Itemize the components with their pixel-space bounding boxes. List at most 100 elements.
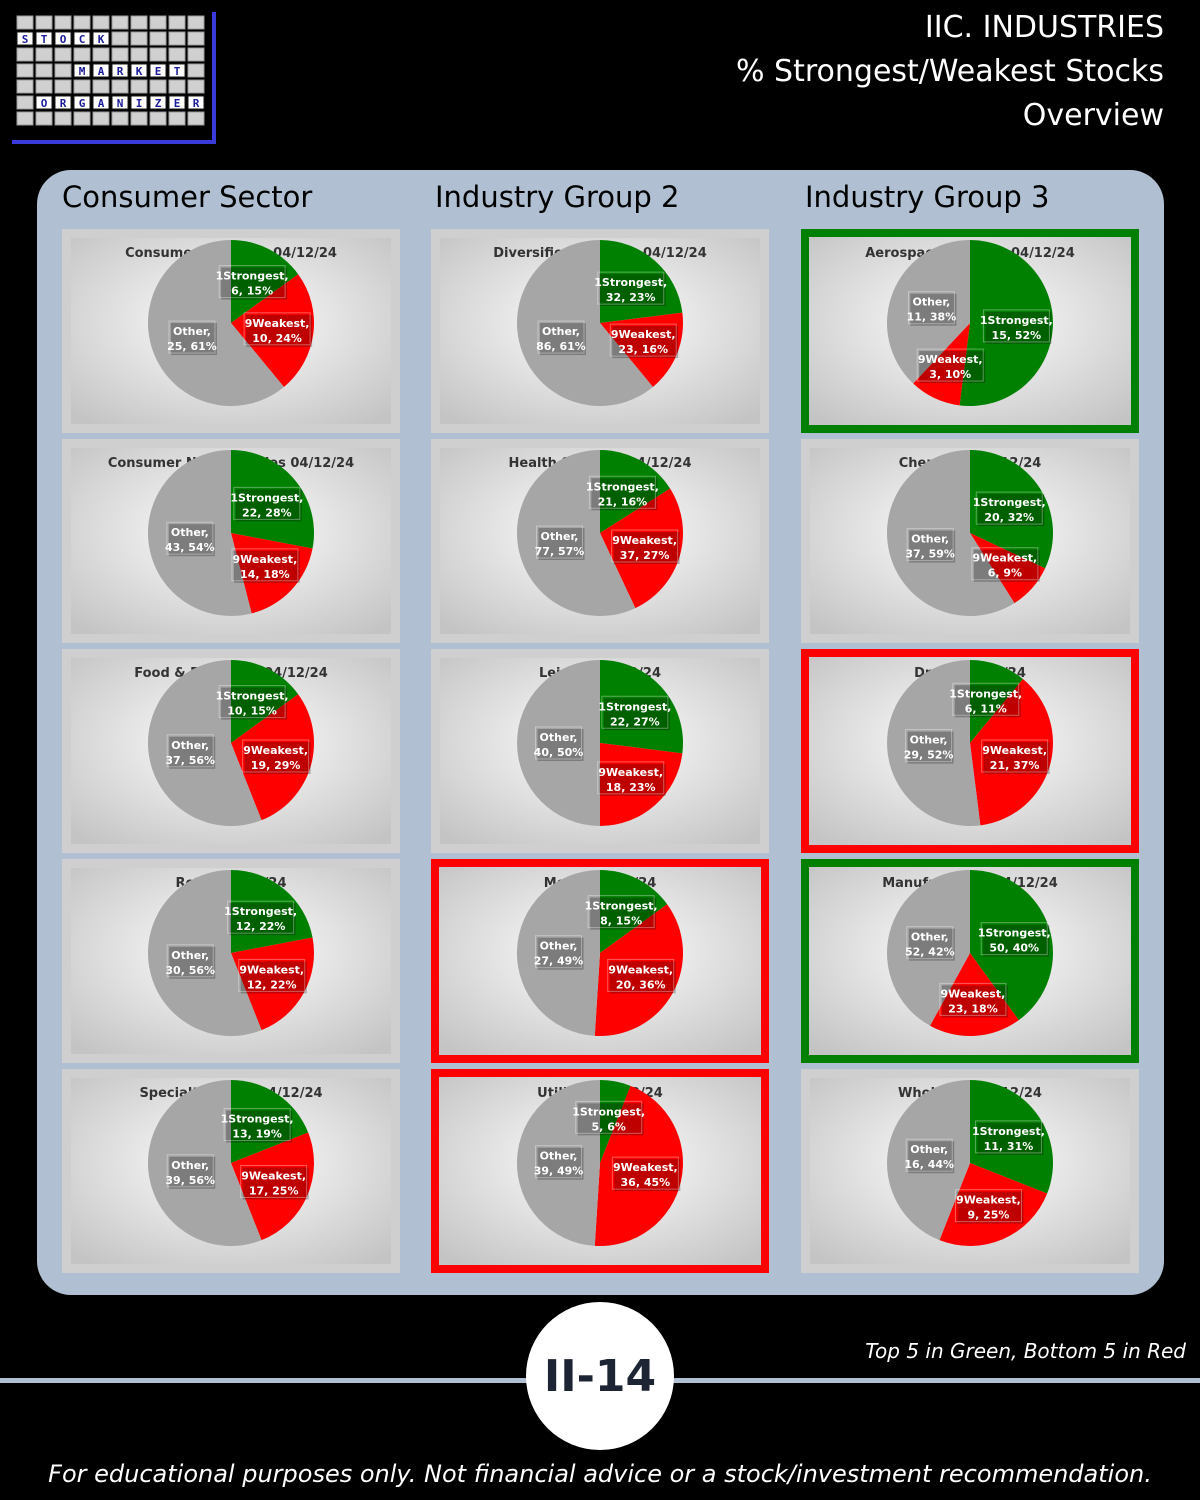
- data-label-other: Other, 43, 54%: [165, 521, 215, 557]
- logo-blank-cell: [73, 111, 91, 126]
- svg-text:20, 32%: 20, 32%: [984, 511, 1034, 524]
- data-label-other: Other, 40, 50%: [534, 726, 584, 761]
- logo-blank-cell: [149, 111, 167, 126]
- logo-blank-cell: [35, 111, 53, 126]
- data-label-strongest: 1Strongest, 21, 16%: [586, 475, 659, 511]
- data-label-strongest: 1Strongest, 22, 28%: [230, 486, 303, 522]
- pie-slice-weakest: [231, 1132, 314, 1241]
- svg-text:9Weakest,: 9Weakest,: [941, 987, 1006, 1000]
- logo-blank-cell: [73, 47, 91, 62]
- data-label-strongest: 1Strongest, 15, 52%: [980, 309, 1053, 344]
- logo-blank-cell: [187, 63, 205, 78]
- svg-text:86, 61%: 86, 61%: [536, 340, 586, 353]
- pie-slice-strongest: [600, 870, 668, 953]
- pie-slice-weakest: [939, 1163, 1048, 1246]
- svg-text:19, 29%: 19, 29%: [251, 759, 301, 772]
- logo-blank-cell: [92, 47, 110, 62]
- logo-blank-cell: [16, 15, 34, 30]
- logo-blank-cell: [168, 47, 186, 62]
- logo-letter-cell: [92, 31, 110, 46]
- pie-slice-weakest: [970, 533, 1046, 604]
- svg-text:Other,: Other,: [910, 734, 948, 747]
- pie-slice-other: [516, 450, 636, 616]
- svg-text:8, 15%: 8, 15%: [600, 915, 642, 928]
- pie-slice-other: [147, 450, 252, 616]
- logo-letter: G: [79, 97, 86, 110]
- pie-slice-weakest: [231, 274, 315, 387]
- svg-text:Other,: Other,: [541, 530, 579, 543]
- data-label-strongest: 1Strongest, 22, 27%: [598, 695, 671, 731]
- svg-text:Other,: Other,: [540, 1150, 578, 1163]
- svg-text:14, 18%: 14, 18%: [240, 568, 290, 581]
- data-label-strongest: 1Strongest, 13, 19%: [221, 1108, 294, 1143]
- data-label-weakest: 9Weakest, 14, 18%: [231, 548, 300, 583]
- svg-text:9Weakest,: 9Weakest,: [598, 766, 663, 779]
- data-label-weakest: 9Weakest, 18, 23%: [597, 761, 666, 796]
- svg-text:6, 9%: 6, 9%: [988, 567, 1022, 580]
- logo-letter: I: [136, 97, 143, 110]
- data-label-weakest: 9Weakest, 9, 25%: [954, 1189, 1024, 1224]
- data-label-weakest: 9Weakest, 6, 9%: [971, 547, 1040, 582]
- column-header-consumer-sector: Consumer Sector: [62, 180, 313, 214]
- pie-slice-strongest: [600, 240, 683, 323]
- data-label-strongest: 1Strongest, 50, 40%: [978, 922, 1051, 957]
- data-label-weakest: 9Weakest, 36, 45%: [611, 1156, 681, 1192]
- data-label-weakest: 9Weakest, 10, 24%: [243, 312, 313, 347]
- svg-text:9Weakest,: 9Weakest,: [241, 1169, 306, 1182]
- pie-slice-strongest: [600, 450, 671, 533]
- svg-text:9Weakest,: 9Weakest,: [233, 553, 298, 566]
- svg-text:52, 42%: 52, 42%: [905, 946, 955, 959]
- svg-text:11, 38%: 11, 38%: [907, 311, 957, 324]
- pie-slice-other: [886, 450, 1015, 616]
- pie-chart-svg: Consumer Non-Durables 04/12/241Strongest…: [62, 439, 400, 643]
- svg-text:9, 25%: 9, 25%: [967, 1209, 1009, 1222]
- logo-blank-cell: [168, 31, 186, 46]
- svg-text:23, 18%: 23, 18%: [948, 1002, 998, 1015]
- svg-text:43, 54%: 43, 54%: [165, 541, 215, 554]
- svg-text:36, 45%: 36, 45%: [621, 1176, 671, 1189]
- svg-text:Other,: Other,: [173, 325, 211, 338]
- pie-slice-other: [517, 240, 653, 406]
- logo-blank-cell: [187, 79, 205, 94]
- logo-blank-cell: [187, 15, 205, 30]
- svg-text:13, 19%: 13, 19%: [232, 1128, 282, 1141]
- logo-blank-cell: [111, 79, 129, 94]
- logo-letter: E: [155, 65, 162, 78]
- data-label-weakest: 9Weakest, 19, 29%: [242, 739, 311, 774]
- svg-text:1Strongest,: 1Strongest,: [949, 687, 1022, 700]
- data-label-other: Other, 29, 52%: [904, 729, 954, 764]
- pie-chart-aerospacedefense: Aerospace/Defense 04/12/241Strongest,15,…: [801, 229, 1139, 433]
- data-label-weakest: 9Weakest, 3, 10%: [916, 348, 986, 384]
- svg-text:27, 49%: 27, 49%: [534, 955, 584, 968]
- svg-text:6, 11%: 6, 11%: [965, 702, 1007, 715]
- logo-blank-cell: [16, 111, 34, 126]
- svg-text:12, 22%: 12, 22%: [247, 978, 297, 991]
- disclaimer: For educational purposes only. Not finan…: [48, 1460, 1152, 1488]
- pie-slice-weakest: [594, 1085, 684, 1247]
- pie-slice-weakest: [600, 312, 684, 387]
- pie-slice-other: [887, 660, 981, 826]
- svg-text:9Weakest,: 9Weakest,: [982, 744, 1047, 757]
- svg-text:18, 23%: 18, 23%: [606, 781, 656, 794]
- pie-slice-strongest: [231, 660, 299, 743]
- logo-blank-cell: [149, 79, 167, 94]
- pie-slice-strongest: [231, 1080, 309, 1163]
- logo-letter: K: [136, 65, 143, 78]
- title-line-3: Overview: [1022, 98, 1164, 133]
- pie-slice-other: [887, 1080, 970, 1241]
- logo-blank-cell: [92, 111, 110, 126]
- svg-text:9Weakest,: 9Weakest,: [972, 552, 1037, 565]
- logo-blank-cell: [73, 79, 91, 94]
- logo-blank-cell: [111, 15, 129, 30]
- logo-letter-cell: [149, 95, 167, 110]
- pie-slice-strongest: [959, 240, 1053, 406]
- logo-blank-cell: [54, 15, 72, 30]
- svg-text:1Strongest,: 1Strongest,: [598, 700, 671, 713]
- svg-text:1Strongest,: 1Strongest,: [973, 496, 1046, 509]
- svg-text:6, 15%: 6, 15%: [231, 285, 273, 298]
- svg-text:Other,: Other,: [540, 940, 578, 953]
